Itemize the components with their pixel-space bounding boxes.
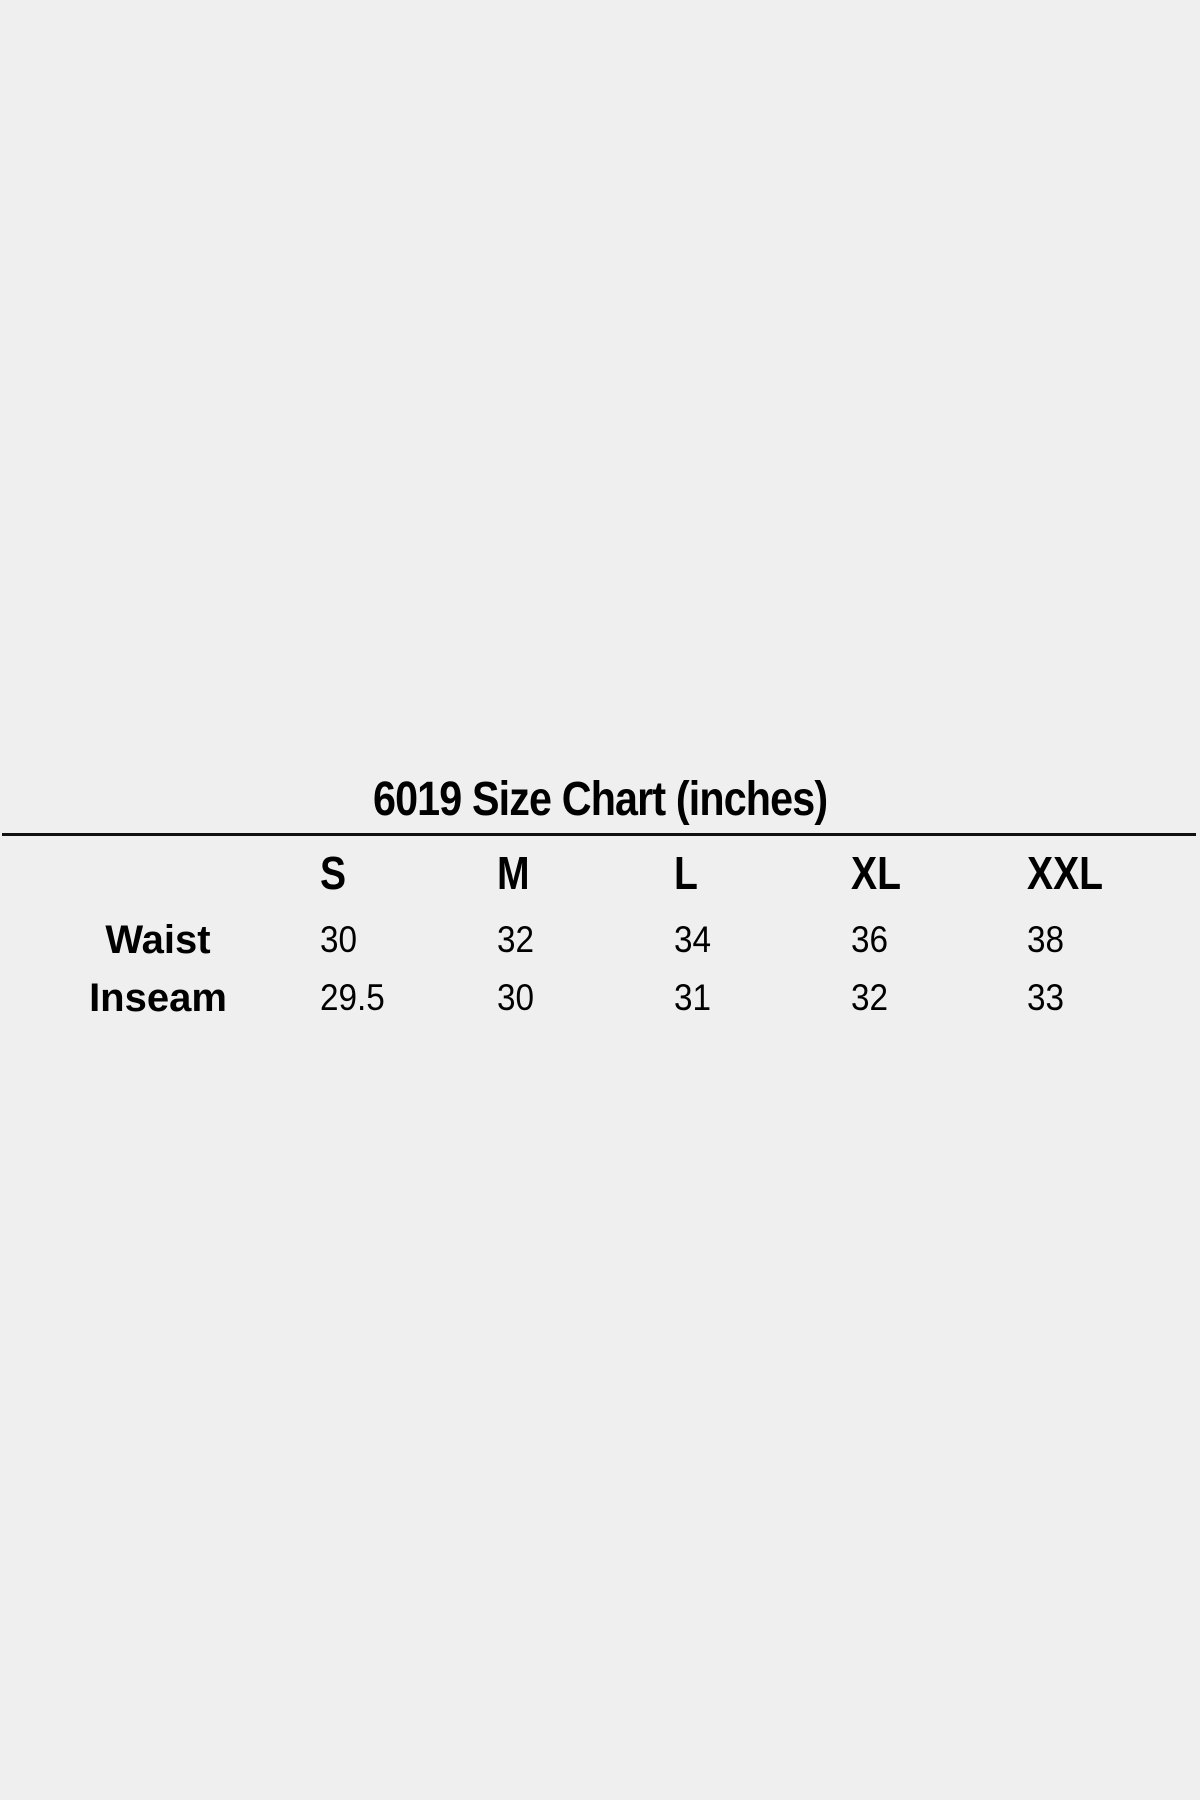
row-label-inseam: Inseam <box>89 976 227 1020</box>
inseam-xl: 32 <box>851 977 889 1018</box>
size-header-xxl: XXL <box>1027 847 1104 899</box>
waist-l: 34 <box>674 919 712 960</box>
inseam-l: 31 <box>674 977 712 1018</box>
size-header-l: L <box>674 847 698 899</box>
size-header-m: M <box>497 847 530 899</box>
inseam-xxl: 33 <box>1027 977 1065 1018</box>
waist-s: 30 <box>320 919 358 960</box>
waist-xxl: 38 <box>1027 919 1065 960</box>
waist-m: 32 <box>497 919 535 960</box>
size-header-s: S <box>320 847 347 899</box>
page-title: 6019 Size Chart (inches) <box>0 772 1200 828</box>
row-label-waist: Waist <box>105 918 211 962</box>
divider <box>2 833 1196 836</box>
waist-xl: 36 <box>851 919 889 960</box>
size-header-xl: XL <box>851 847 901 899</box>
inseam-s: 29.5 <box>320 977 385 1018</box>
title-text: 6019 Size Chart (inches) <box>372 773 828 826</box>
inseam-m: 30 <box>497 977 535 1018</box>
